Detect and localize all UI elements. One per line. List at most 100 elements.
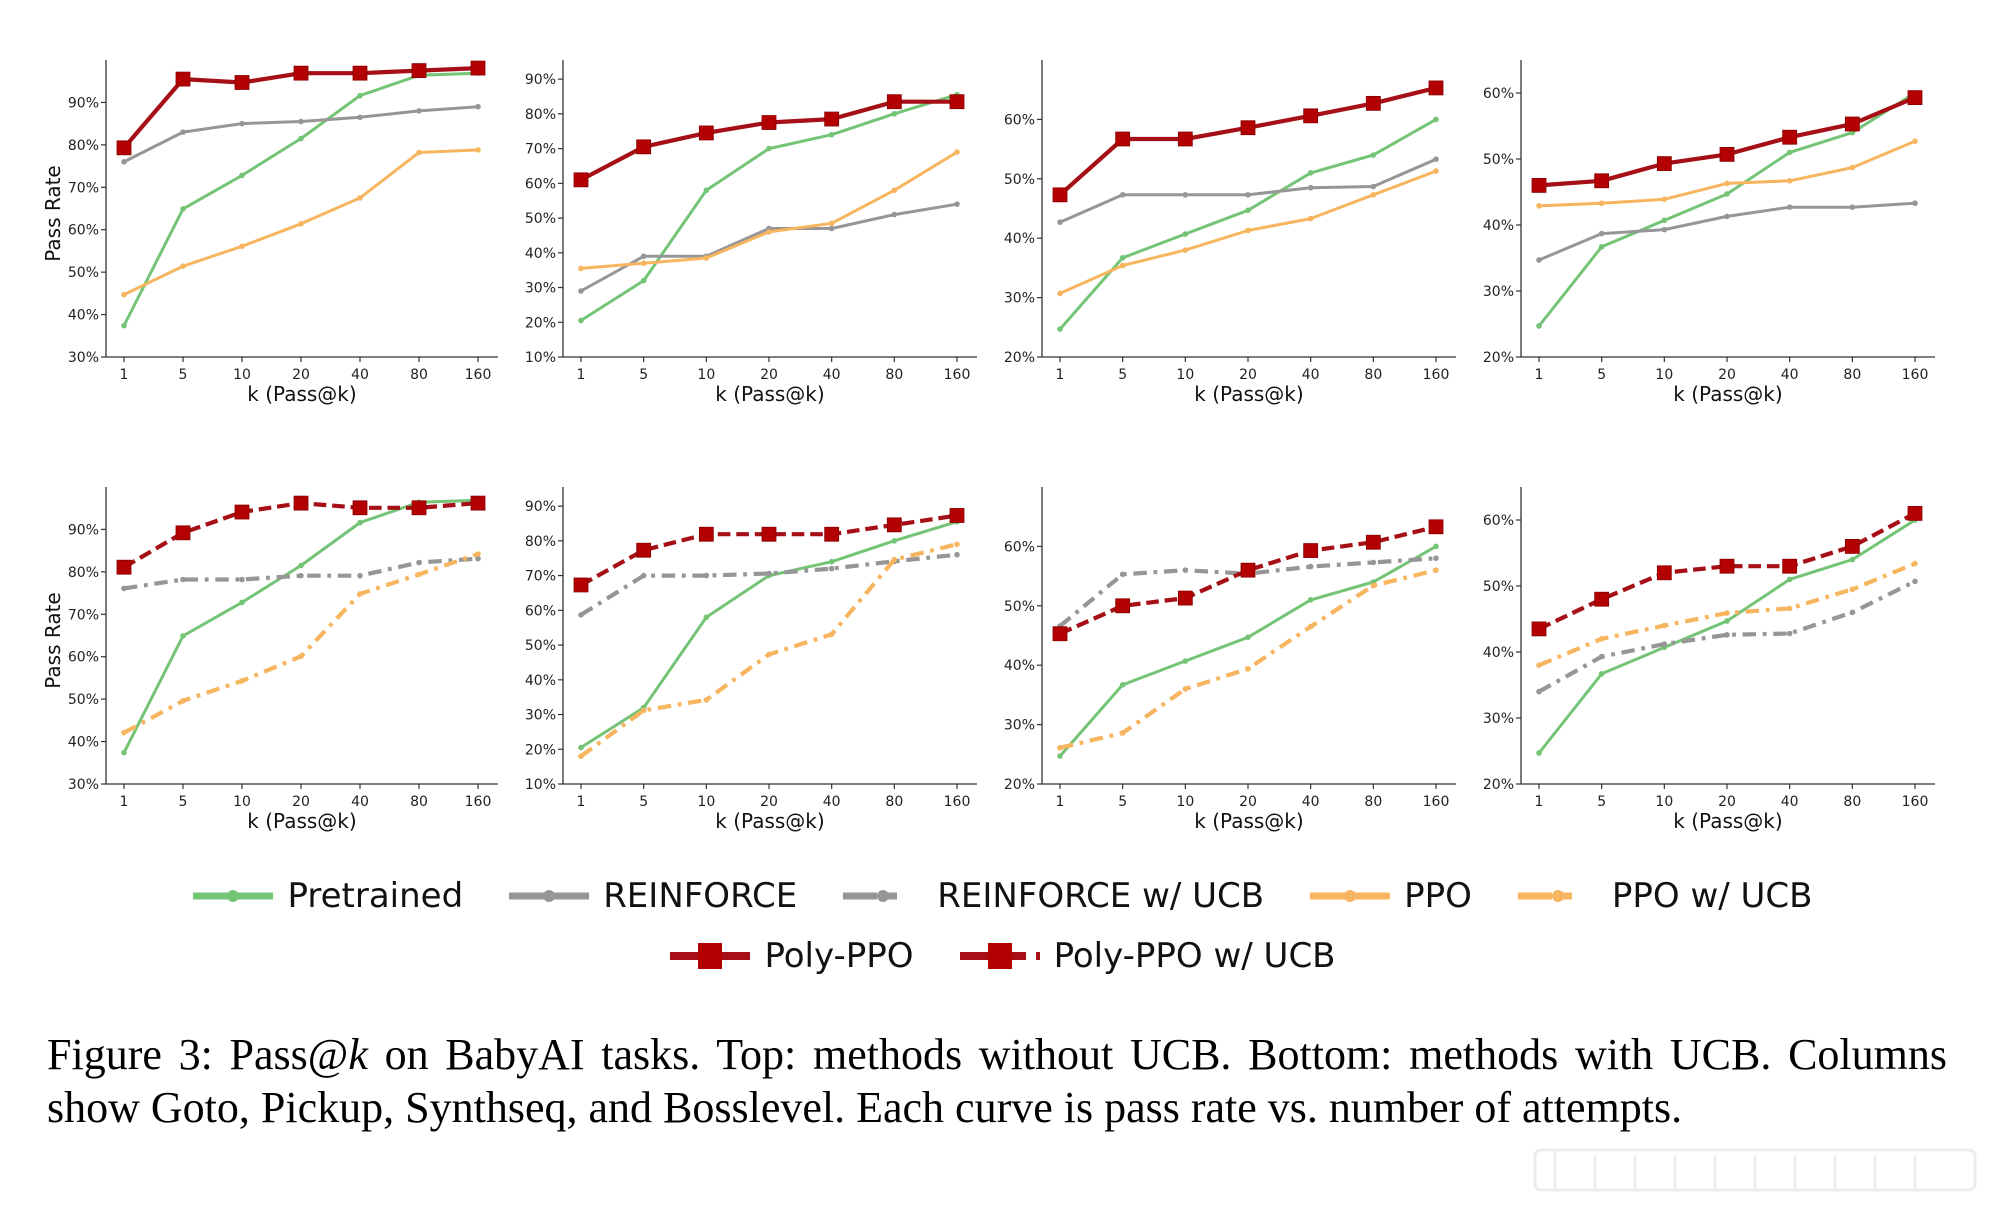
series-polyppo-ucb (116, 495, 486, 575)
x-tick-label: 160 (1423, 794, 1450, 810)
x-axis-label: k (Pass@k) (1673, 809, 1782, 833)
data-point-marker (1119, 255, 1126, 261)
data-point-marker (954, 551, 960, 558)
data-point-marker (1370, 192, 1377, 198)
x-axis-label: k (Pass@k) (247, 382, 356, 406)
data-point-marker (1428, 519, 1444, 535)
data-point-marker (116, 140, 132, 156)
data-point-marker (1182, 686, 1189, 692)
data-point-marker (1912, 200, 1918, 207)
data-point-marker (234, 75, 250, 90)
data-point-marker (828, 220, 835, 227)
x-tick-label: 40 (1781, 794, 1799, 810)
x-tick-label: 20 (1239, 794, 1257, 810)
x-tick-label: 10 (1655, 794, 1673, 810)
x-tick-label: 20 (760, 367, 778, 383)
series-pretrained (1057, 543, 1439, 759)
legend-item-reinforce-ucb: REINFORCE w/ UCB (841, 876, 1264, 916)
legend-label: Poly-PPO w/ UCB (1053, 936, 1336, 976)
series-reinforce-ucb (578, 551, 960, 618)
x-tick-label: 20 (292, 367, 310, 383)
panel-bottom-pickup: 10% 20% 30% 40% 50% 60% 70% 80% 90% 1 5 10 20 40 80 160… (525, 487, 977, 833)
series-line (579, 552, 958, 617)
data-point-marker (1245, 207, 1251, 214)
x-tick-label: 160 (1423, 367, 1450, 383)
data-point-marker (1724, 191, 1730, 197)
data-point-marker (703, 187, 710, 194)
y-tick-label: 30% (68, 777, 99, 793)
data-point-marker (891, 556, 898, 563)
x-tick-label: 1 (577, 794, 586, 810)
legend-swatch-polyppo-ucb-icon (959, 943, 1040, 969)
figure-caption: Figure 3: Pass@k on BabyAI tasks. Top: m… (47, 1028, 1947, 1134)
y-tick-label: 40% (1483, 645, 1514, 661)
x-tick-label: 5 (639, 367, 648, 383)
data-point-marker (298, 135, 304, 142)
data-point-marker (1536, 203, 1542, 209)
x-tick-label: 5 (1118, 794, 1127, 810)
x-tick-label: 10 (697, 794, 715, 810)
x-axis-label: k (Pass@k) (715, 382, 824, 406)
series-ppo-ucb (1057, 567, 1439, 751)
series-reinforce (121, 103, 481, 165)
series-ppo-ucb (1536, 560, 1918, 668)
y-tick-label: 60% (1483, 86, 1514, 102)
data-point-marker (357, 519, 363, 526)
data-point-marker (891, 187, 898, 194)
y-tick-label: 40% (1004, 658, 1035, 674)
x-axis-label: k (Pass@k) (1194, 382, 1303, 406)
x-tick-label: 10 (1176, 367, 1194, 383)
data-point-marker (180, 576, 186, 583)
legend-swatch-pretrained-icon (193, 890, 274, 902)
data-point-marker (891, 538, 898, 544)
y-tick-label: 10% (525, 777, 556, 793)
data-point-marker (1844, 116, 1860, 132)
panel-top-synthseq: 20% 30% 40% 50% 60% 1 5 10 20 40 80 160 k (Pass@k) (1004, 60, 1456, 406)
y-tick-label: 30% (68, 350, 99, 366)
data-point-marker (1656, 156, 1672, 172)
y-tick-label: 40% (525, 246, 556, 262)
data-point-marker (1428, 80, 1444, 96)
legend-swatch-polyppo-icon (670, 943, 751, 969)
y-tick-label: 70% (525, 569, 556, 585)
y-tick-label: 20% (525, 742, 556, 758)
data-point-marker (298, 562, 304, 569)
x-tick-label: 20 (1718, 794, 1736, 810)
data-point-marker (578, 753, 584, 760)
series-reinforce-ucb (1536, 578, 1918, 695)
data-point-marker (180, 633, 186, 639)
y-tick-label: 50% (1004, 172, 1035, 188)
data-point-marker (180, 698, 186, 704)
data-point-marker (828, 131, 835, 138)
data-point-marker (1907, 90, 1923, 106)
data-point-marker (1786, 204, 1793, 210)
y-tick-label: 20% (1004, 350, 1035, 366)
data-point-marker (1365, 95, 1381, 111)
y-tick-label: 20% (525, 315, 556, 331)
data-point-marker (891, 111, 898, 117)
x-tick-label: 10 (233, 794, 251, 810)
legend-swatch-ppo-icon (1310, 890, 1391, 902)
data-point-marker (766, 570, 772, 577)
data-point-marker (357, 114, 363, 121)
x-tick-label: 40 (1302, 794, 1320, 810)
y-tick-label: 80% (68, 138, 99, 154)
data-point-marker (121, 729, 127, 736)
x-tick-label: 80 (1843, 367, 1861, 383)
data-point-marker (1598, 653, 1605, 660)
legend-label: Poly-PPO (764, 936, 914, 976)
data-point-marker (1245, 665, 1251, 672)
x-tick-label: 160 (465, 794, 492, 810)
data-point-marker (416, 571, 422, 578)
data-point-marker (239, 120, 245, 127)
data-point-marker (886, 94, 902, 110)
series-line (580, 202, 958, 293)
data-point-marker (1057, 219, 1063, 225)
data-point-marker (411, 63, 427, 79)
panel-top-bosslevel: 20% 30% 40% 50% 60% 1 5 10 20 40 80 160 k (Pass@k) (1483, 60, 1935, 406)
data-point-marker (1844, 539, 1860, 554)
data-point-marker (1786, 177, 1793, 184)
data-point-marker (121, 159, 127, 165)
data-point-marker (357, 572, 363, 579)
y-tick-label: 60% (68, 223, 99, 239)
